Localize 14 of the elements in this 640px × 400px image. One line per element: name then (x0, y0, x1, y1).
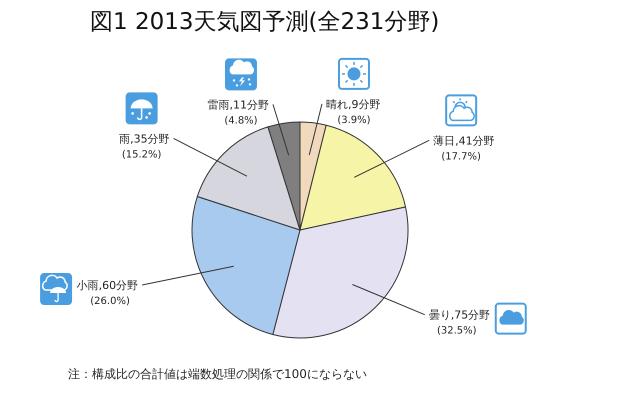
slice-label: 晴れ,9分野 (326, 98, 380, 111)
slice-label: 曇り,75分野 (428, 308, 490, 322)
slice-label: 雷雨,11分野 (207, 98, 269, 112)
data-label: (32.5%) (436, 326, 477, 337)
data-label: (26.0%) (90, 296, 130, 308)
slice-label: 薄日,41分野 (433, 134, 495, 148)
data-label: (3.9%) (337, 114, 371, 126)
data-label: (4.8%) (224, 115, 258, 126)
data-label: (15.2%) (122, 149, 162, 160)
slice-label: 雨,35分野 (119, 132, 170, 146)
slice-label: 小雨,60分野 (76, 279, 138, 292)
data-label: (17.7%) (441, 151, 482, 162)
text: 注：構成比の合計値は端数処理の関係で100にならない (68, 366, 367, 382)
chart-title: 図1 2013天気図予測(全231分野) (90, 8, 440, 36)
